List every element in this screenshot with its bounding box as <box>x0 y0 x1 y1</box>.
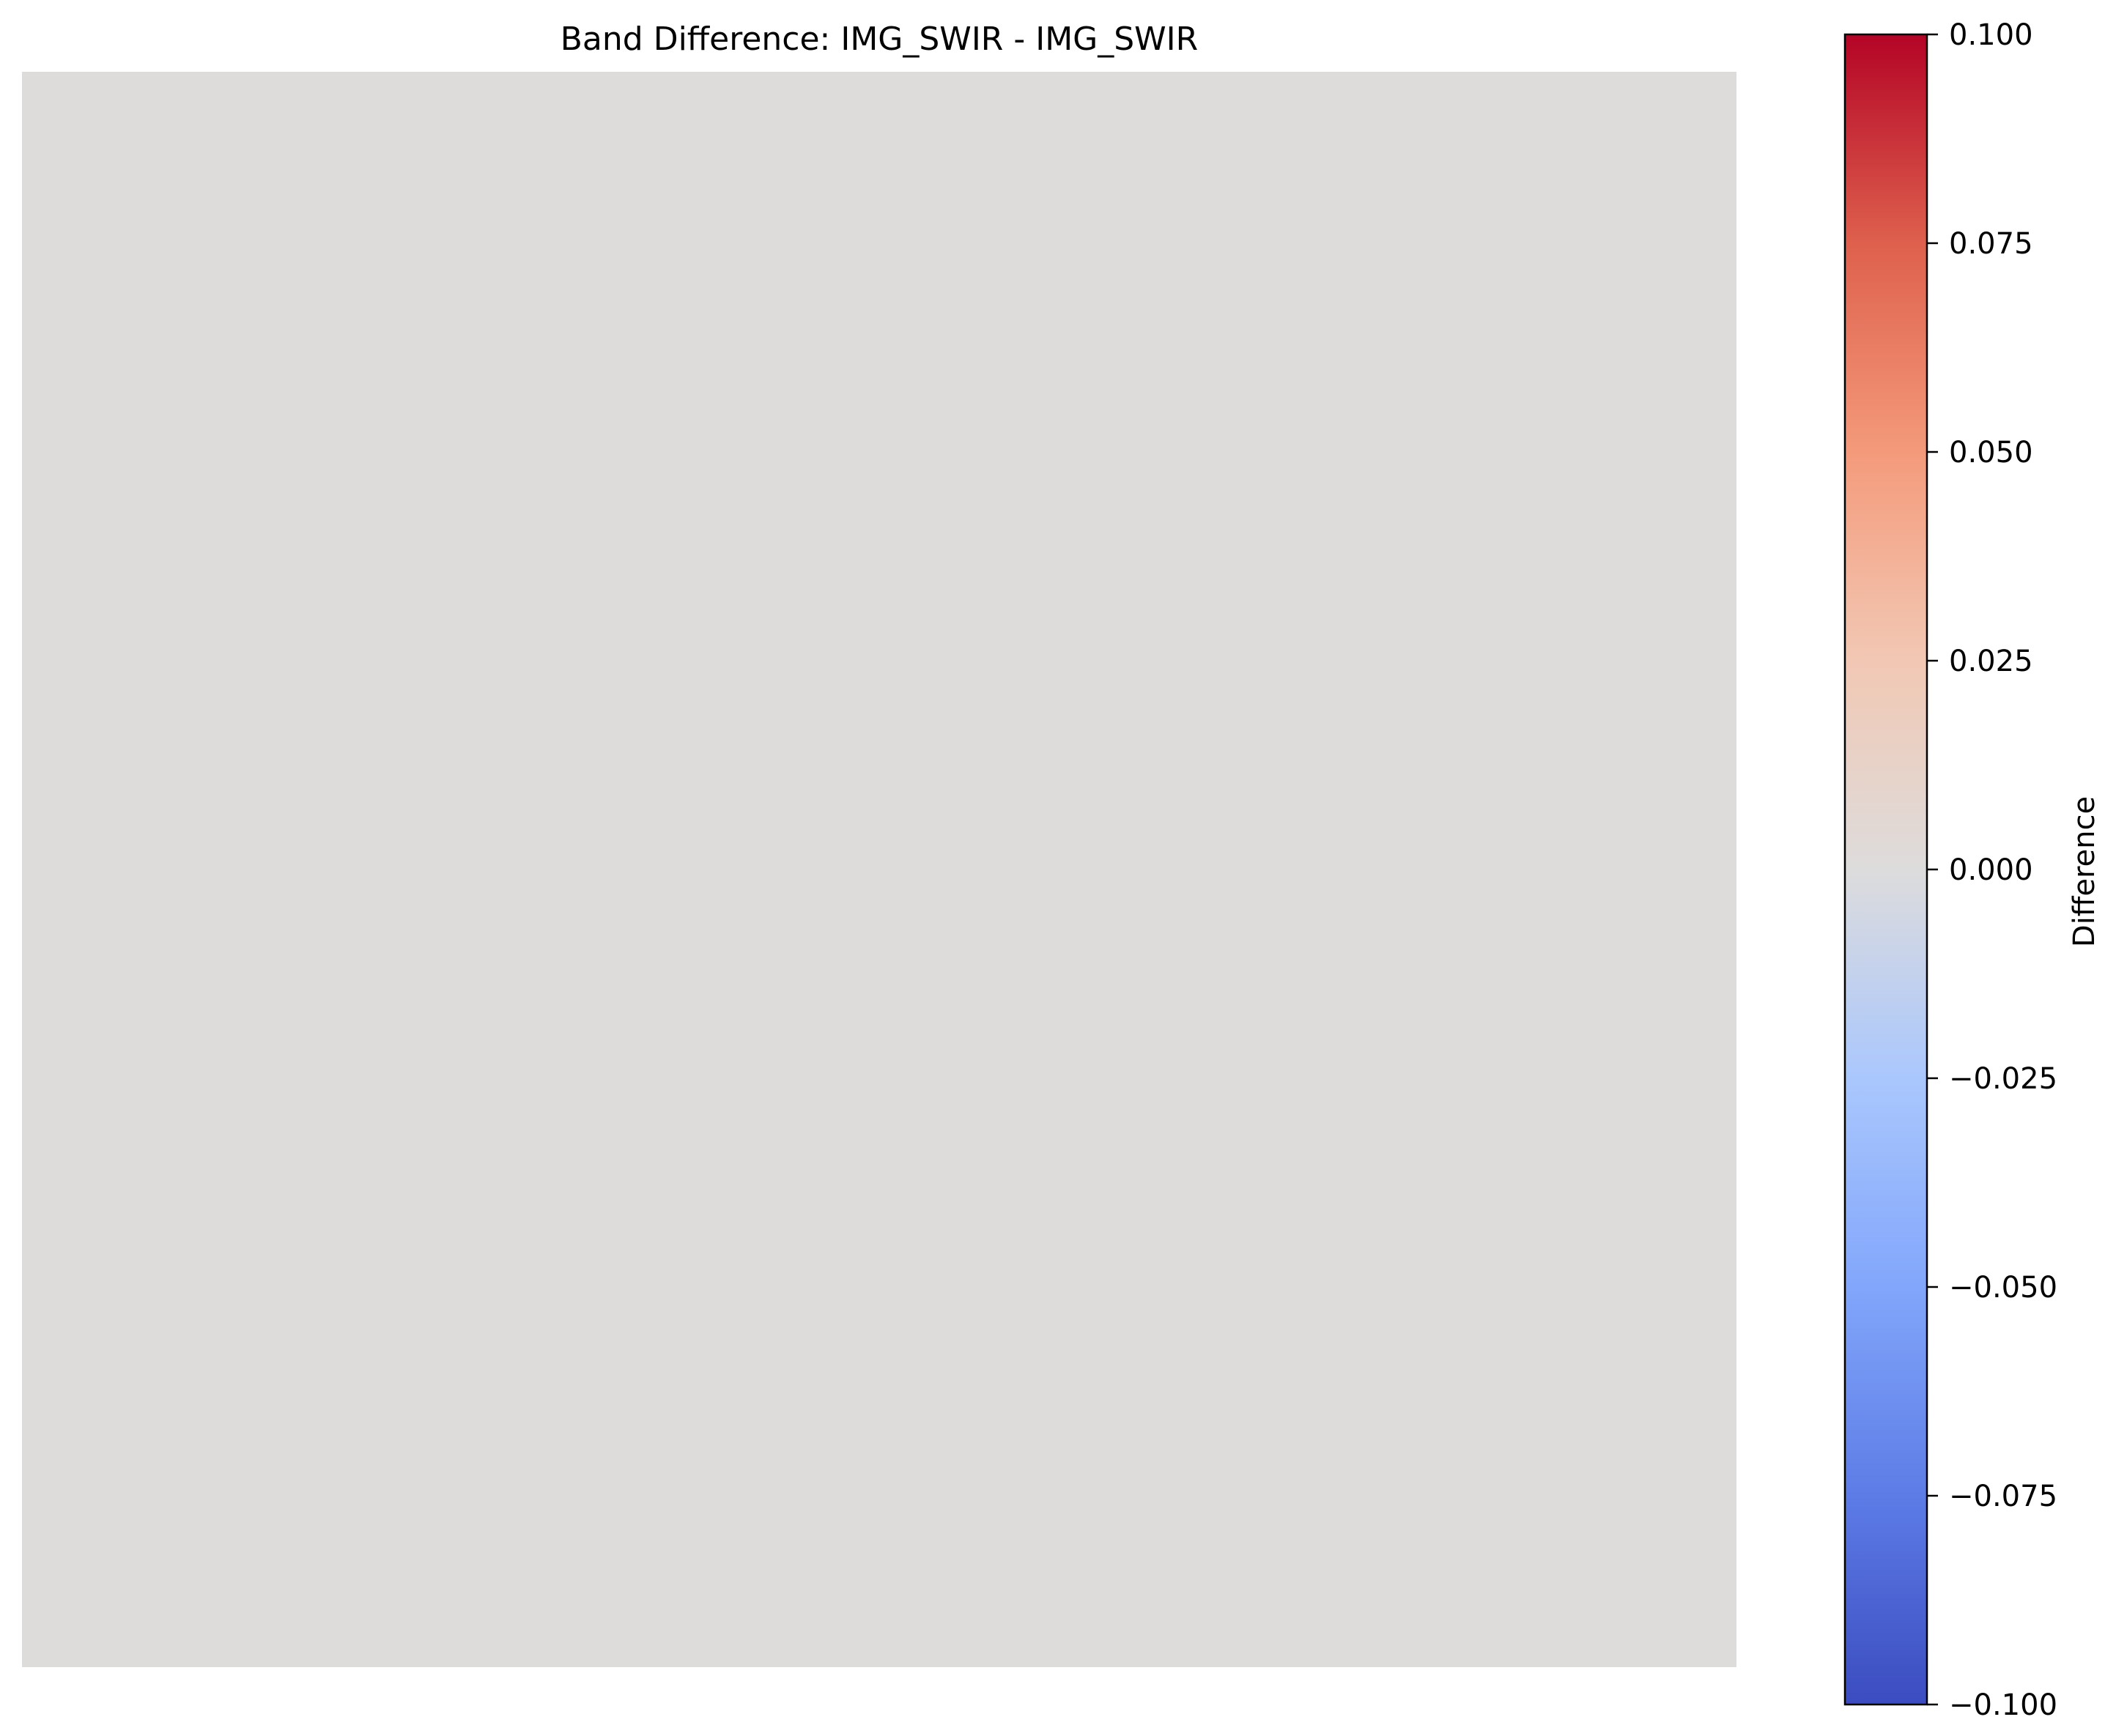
colorbar-label: Difference <box>2068 796 2101 947</box>
colorbar-tick-label: −0.025 <box>1949 1062 2057 1096</box>
chart-title: Band Difference: IMG_SWIR - IMG_SWIR <box>561 21 1198 58</box>
colorbar-tick-label: 0.050 <box>1949 436 2033 470</box>
colorbar-tick-label: −0.075 <box>1949 1480 2057 1513</box>
colorbar-ticks: 0.100 0.075 0.050 0.025 0.000 −0.025 −0.050 −0.… <box>1927 18 2057 1722</box>
colorbar-tick-label: 0.100 <box>1949 18 2033 52</box>
colorbar-gradient <box>1845 34 1927 1705</box>
colorbar-tick-label: 0.000 <box>1949 853 2033 887</box>
colorbar-tick-label: −0.050 <box>1949 1271 2057 1305</box>
difference-image <box>22 72 1736 1667</box>
colorbar-tick-label: −0.100 <box>1949 1688 2057 1722</box>
colorbar-tick-label: 0.025 <box>1949 645 2033 678</box>
colorbar-tick-label: 0.075 <box>1949 227 2033 261</box>
